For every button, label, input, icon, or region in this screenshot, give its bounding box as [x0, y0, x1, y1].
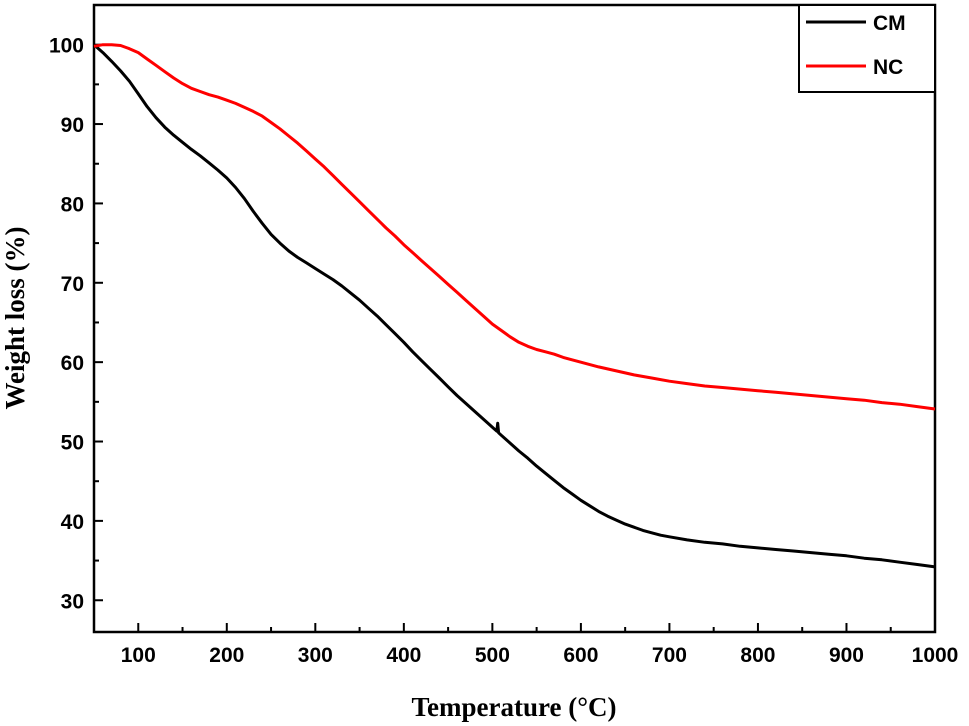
x-tick-label: 600	[563, 644, 598, 667]
y-tick-label: 30	[61, 590, 84, 613]
y-axis-title: Weight loss (%)	[0, 226, 30, 409]
y-tick-label: 70	[61, 273, 84, 296]
y-tick-label: 100	[49, 35, 84, 58]
y-tick-label: 40	[61, 511, 84, 534]
x-axis-ticks: 100 200 300 400 500 600 700 800 900 1000	[121, 623, 959, 667]
x-tick-label: 800	[740, 644, 775, 667]
y-tick-label: 90	[61, 114, 84, 137]
series-line-cm	[93, 43, 936, 569]
legend-label-cm: CM	[873, 12, 906, 35]
x-tick-label: 1000	[912, 644, 959, 667]
plot-frame	[92, 3, 937, 634]
legend-box	[798, 4, 936, 93]
x-tick-label: 900	[829, 644, 864, 667]
x-tick-label: 500	[475, 644, 510, 667]
series-layer	[93, 43, 936, 569]
x-axis-title: Temperature (°C)	[411, 692, 616, 722]
x-tick-label: 700	[652, 644, 687, 667]
legend-label-nc: NC	[873, 56, 903, 79]
x-tick-label: 100	[121, 644, 156, 667]
y-tick-label: 50	[61, 432, 84, 455]
x-tick-label: 300	[298, 644, 333, 667]
y-axis-ticks: 30 40 50 60 70 80 90 100	[49, 35, 103, 613]
x-tick-label: 400	[386, 644, 421, 667]
x-tick-label: 200	[209, 644, 244, 667]
y-tick-label: 80	[61, 193, 84, 216]
legend: CM NC	[798, 4, 936, 93]
series-line-nc	[93, 43, 936, 411]
y-tick-label: 60	[61, 352, 84, 375]
